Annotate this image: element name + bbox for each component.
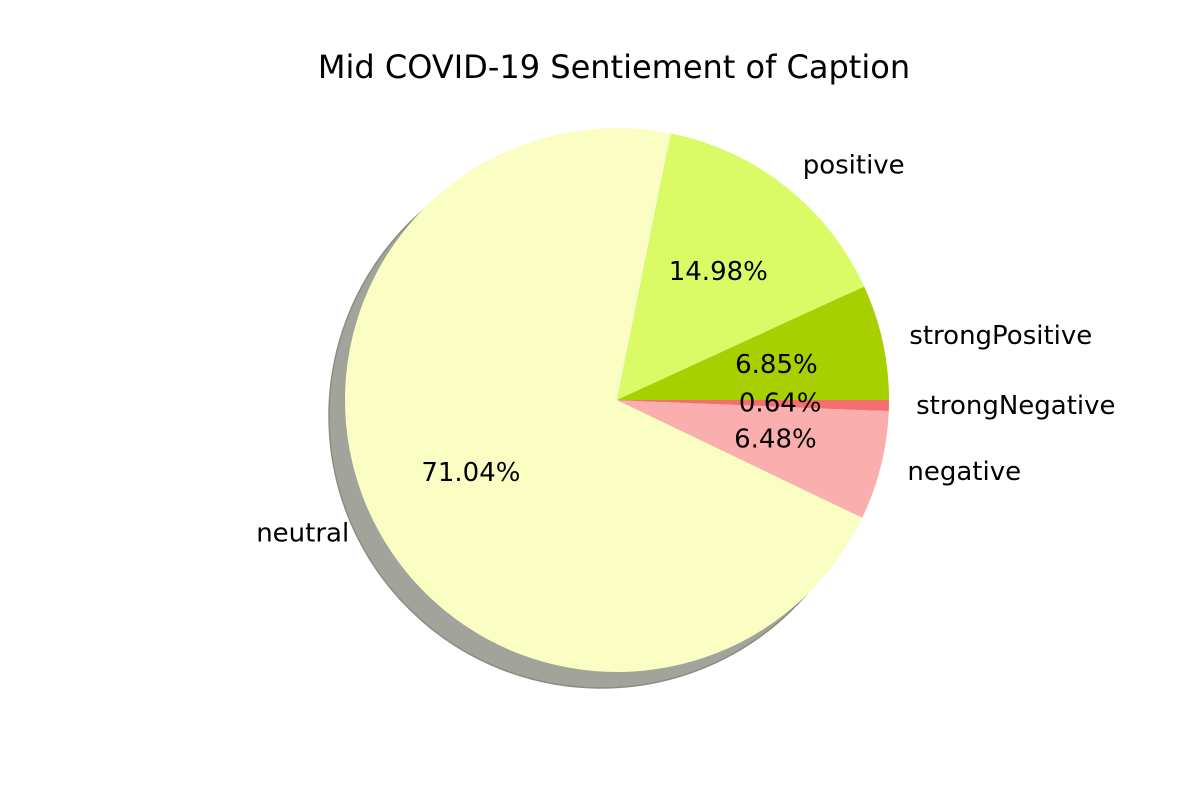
pct-label-strong-positive: 6.85% <box>735 350 818 380</box>
pie-slices <box>345 128 889 673</box>
pie-slice-negative <box>617 400 889 518</box>
pct-label-positive: 14.98% <box>669 257 768 287</box>
slice-label-strong-positive: strongPositive <box>909 321 1092 351</box>
slice-label-neutral: neutral <box>256 518 349 548</box>
pct-label-strong-negative: 0.64% <box>739 388 822 418</box>
slice-label-positive: positive <box>803 150 905 180</box>
slice-label-strong-negative: strongNegative <box>916 391 1115 421</box>
pie-slice-strong-negative <box>617 400 889 411</box>
chart-title: Mid COVID-19 Sentiement of Caption <box>318 48 910 86</box>
pie-labels: strongPositive 6.85% positive 14.98% neutral… <box>256 150 1115 548</box>
pct-label-negative: 6.48% <box>734 424 817 454</box>
pie-slice-positive <box>617 133 865 400</box>
slice-label-negative: negative <box>907 457 1021 487</box>
pie-slice-strong-positive <box>617 286 889 400</box>
pct-label-neutral: 71.04% <box>421 458 520 488</box>
pie-slice-neutral <box>345 128 863 673</box>
